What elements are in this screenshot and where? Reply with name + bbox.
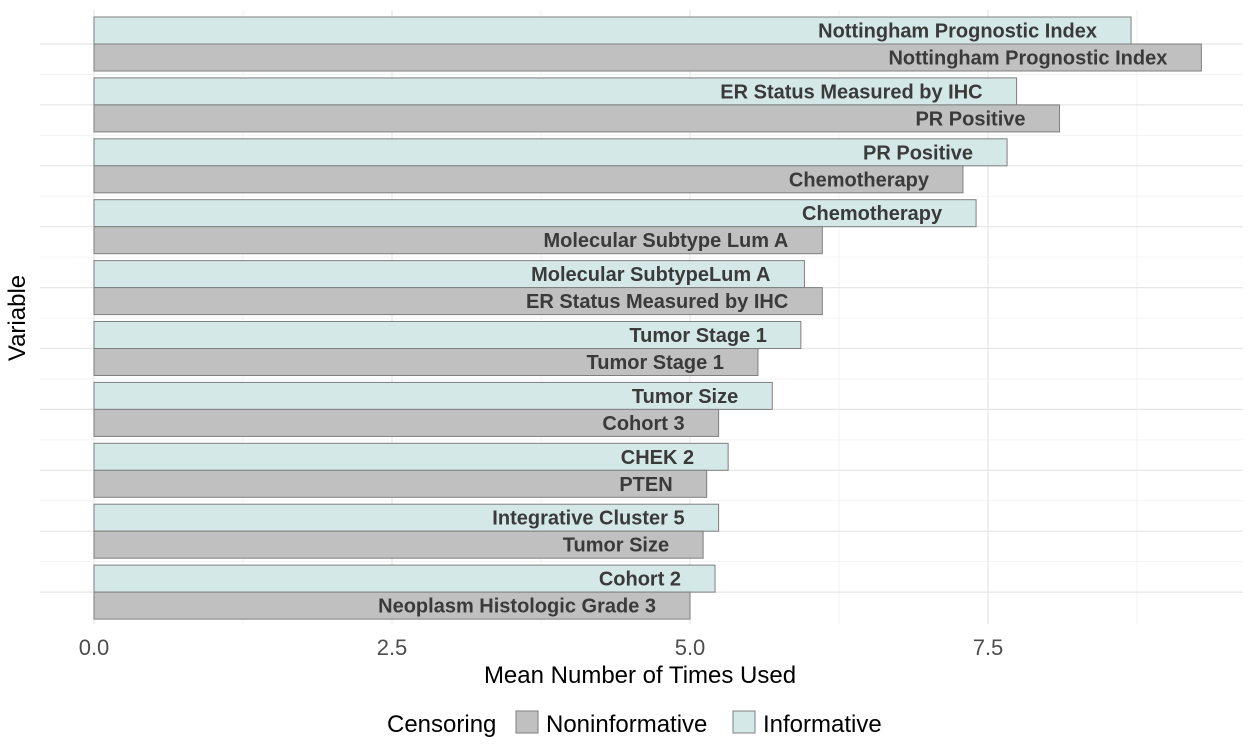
legend: Censoring Noninformative Informative — [387, 710, 882, 738]
bar-label: ER Status Measured by IHC — [720, 81, 982, 103]
bars — [93, 16, 1202, 620]
bar-noninformative — [93, 43, 1202, 72]
bar-noninformative — [93, 408, 720, 437]
bar-label: Tumor Stage 1 — [629, 325, 766, 347]
bar-label: Nottingham Prognostic Index — [818, 21, 1097, 43]
bar-informative — [93, 16, 1132, 45]
bar-noninformative — [93, 591, 691, 620]
x-axis-title: Mean Number of Times Used — [484, 662, 796, 689]
bar-informative — [93, 260, 805, 289]
bar-label: Neoplasm Histologic Grade 3 — [378, 596, 656, 618]
bar-label: Cohort 3 — [602, 413, 684, 435]
x-tick-label: 5.0 — [675, 635, 706, 660]
bar-informative — [93, 321, 802, 349]
bar-noninformative — [93, 165, 964, 194]
legend-entry-label: Informative — [763, 711, 882, 738]
bar-labels: Nottingham Prognostic Index ER Status Mea… — [378, 21, 1167, 618]
bar-noninformative — [93, 104, 1061, 133]
bar-label: Molecular SubtypeLum A — [531, 264, 770, 286]
bar-label: Integrative Cluster 5 — [492, 508, 684, 530]
bar-informative — [93, 381, 773, 410]
bar-label: CHEK 2 — [621, 447, 694, 469]
bar-informative — [93, 199, 977, 228]
bar-label: Tumor Size — [632, 386, 738, 408]
x-tick-label: 7.5 — [973, 635, 1004, 660]
bar-label: PR Positive — [863, 142, 973, 164]
bar-noninformative — [93, 530, 704, 559]
bar-label: Tumor Stage 1 — [587, 352, 724, 374]
y-axis-title: Variable — [4, 275, 31, 361]
bar-label: ER Status Measured by IHC — [526, 291, 788, 313]
bar-label: Nottingham Prognostic Index — [888, 48, 1167, 70]
bar-label: PR Positive — [915, 108, 1025, 130]
bar-informative — [93, 77, 1018, 106]
bar-noninformative — [93, 348, 759, 376]
bar-noninformative — [93, 287, 823, 316]
x-tick-label: 0.0 — [79, 635, 110, 660]
bar-label: PTEN — [619, 474, 672, 496]
bar-noninformative — [93, 226, 823, 255]
legend-swatch — [515, 710, 539, 734]
bar-informative — [93, 138, 1008, 167]
bar-informative — [93, 503, 720, 532]
bar-label: Tumor Size — [563, 535, 669, 557]
bar-label: Chemotherapy — [789, 169, 930, 191]
legend-title: Censoring — [387, 711, 496, 738]
bar-informative — [93, 442, 729, 471]
legend-entry-label: Noninformative — [546, 711, 707, 738]
bar-label: Molecular Subtype Lum A — [543, 230, 788, 252]
x-axis-ticks: 0.0 2.5 5.0 7.5 — [79, 635, 1004, 660]
bar-label: Cohort 2 — [599, 569, 681, 591]
bar-noninformative — [93, 469, 708, 498]
x-tick-label: 2.5 — [377, 635, 408, 660]
legend-swatch — [732, 710, 756, 734]
bar-label: Chemotherapy — [802, 203, 943, 225]
